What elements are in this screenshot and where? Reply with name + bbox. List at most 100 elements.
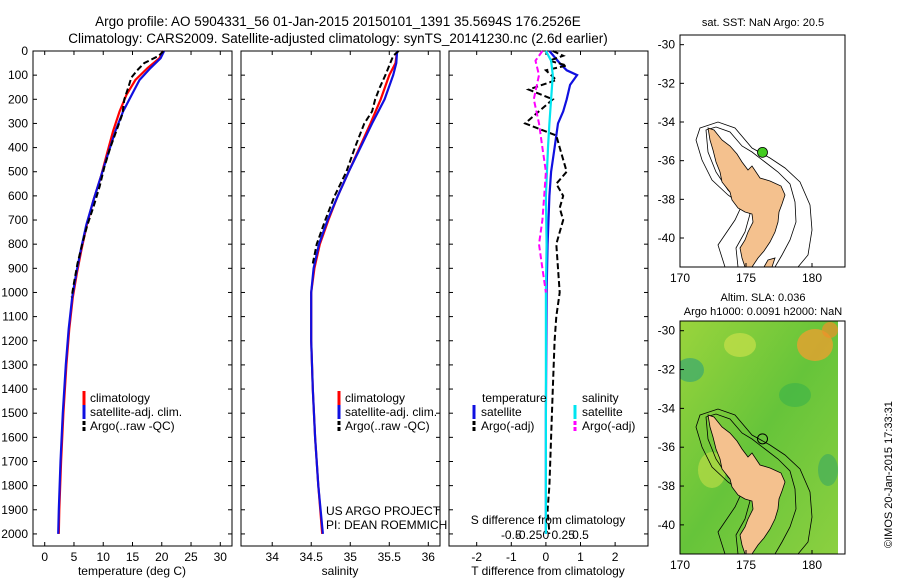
sla-map-ticks: 170 175 180 -30 -32 -34 -36 -38 -40 — [658, 324, 823, 572]
s-diff-tick-label: -0.25 — [515, 528, 543, 542]
s-diff-tick-label: 0 — [543, 528, 550, 542]
north-island-land — [707, 127, 786, 267]
x-tick-label: 2 — [612, 550, 619, 564]
figure-title-line2: Climatology: CARS2009. Satellite-adjuste… — [68, 31, 608, 46]
salinity-x-ticks: 34 34.5 35 35.5 36 — [266, 51, 436, 564]
sla-map-title-line1: Altim. SLA: 0.036 — [721, 292, 806, 304]
sla-map-frame — [679, 320, 846, 555]
legend-label-satellite-adj: satellite-adj. clim. — [90, 405, 182, 419]
difference-plot-frame — [448, 50, 649, 547]
x-tick-label: 0 — [41, 550, 48, 564]
salinity-legend: climatology satellite-adj. clim. Argo(..… — [337, 391, 437, 433]
legend-label-climatology: climatology — [90, 391, 150, 405]
depth-tick-label: 1200 — [1, 334, 28, 348]
legend-label-t-argo: Argo(-adj) — [481, 419, 534, 433]
map-x-tick-label: 170 — [670, 558, 690, 572]
temperature-xlabel: temperature (deg C) — [78, 564, 186, 578]
x-tick-label: 30 — [214, 550, 228, 564]
kermadec-islands — [858, 53, 861, 71]
bathymetry-2000m-contour — [695, 408, 813, 554]
depth-tick-label: 0 — [21, 44, 28, 58]
sla-high-anomaly — [797, 329, 833, 361]
difference-series — [523, 50, 579, 534]
series-line-s-argo-adj- — [532, 50, 547, 293]
copyright-stamp: ©IMOS 20-Jan-2015 17:33:31 — [883, 401, 895, 548]
depth-tick-label: 600 — [8, 189, 28, 203]
sla-low-anomaly — [818, 454, 838, 486]
x-tick-label: 15 — [126, 550, 140, 564]
salinity-plot-frame — [240, 50, 441, 547]
map-y-tick-label: -40 — [658, 231, 676, 245]
project-credit-line1: US ARGO PROJECT — [326, 504, 441, 518]
x-tick-label: 36 — [422, 550, 436, 564]
depth-tick-label: 100 — [8, 68, 28, 82]
temperature-legend: climatology satellite-adj. clim. Argo(..… — [82, 391, 182, 433]
argo-position-marker — [757, 146, 768, 158]
depth-tick-label: 800 — [8, 237, 28, 251]
map-x-tick-label: 180 — [802, 558, 822, 572]
depth-tick-label: 500 — [8, 165, 28, 179]
x-tick-label: 5 — [71, 550, 78, 564]
map-y-tick-label: -34 — [658, 115, 676, 129]
figure-title-line1: Argo profile: AO 5904331_56 01-Jan-2015 … — [95, 14, 581, 29]
map-y-tick-label: -40 — [658, 518, 676, 532]
depth-tick-label: 700 — [8, 213, 28, 227]
depth-tick-label: 1900 — [1, 503, 28, 517]
s-diff-tick-label: 0.5 — [572, 528, 589, 542]
depth-axis: 0 100 200 300 400 500 600 700 800 900 1000 1100 1200… — [1, 44, 648, 541]
series-line-t-argo-adj- — [523, 50, 568, 534]
kermadec-islands — [858, 339, 861, 357]
project-credit-line2: PI: DEAN ROEMMICH — [326, 518, 447, 532]
series-line-s-satellite — [544, 50, 554, 534]
bathymetry-2000m-contour — [695, 121, 813, 267]
salinity-panel: 34 34.5 35 35.5 36 salinity climatology sate… — [240, 50, 447, 578]
sla-high-anomaly — [822, 322, 838, 338]
x-tick-label: 34 — [266, 550, 280, 564]
argo-position-marker — [757, 433, 768, 445]
sla-low-anomaly — [779, 383, 811, 407]
depth-tick-label: 1500 — [1, 406, 28, 420]
sst-map-frame — [679, 34, 846, 268]
legend-label-t-satellite: satellite — [481, 405, 522, 419]
salinity-series — [310, 50, 400, 535]
temperature-difference-xlabel: T difference from climatology — [471, 564, 625, 578]
temperature-panel: 0100200300400500600700800900100011001200… — [1, 44, 648, 578]
map-y-tick-label: -32 — [658, 363, 676, 377]
sla-anomaly-patch — [698, 452, 726, 488]
south-island-land — [763, 257, 776, 267]
depth-tick-label: 200 — [8, 92, 28, 106]
x-tick-label: -2 — [471, 550, 482, 564]
sla-low-anomaly — [680, 358, 704, 382]
difference-legend: temperature salinity satellite Argo(-adj… — [472, 391, 635, 433]
map-y-tick-label: -36 — [658, 154, 676, 168]
legend-label-argo: Argo(..raw -QC) — [345, 419, 430, 433]
depth-tick-label: 300 — [8, 116, 28, 130]
depth-tick-label: 1400 — [1, 382, 28, 396]
legend-title-temperature: temperature — [482, 391, 547, 405]
north-island-land — [707, 414, 786, 554]
temperature-plot-frame — [32, 50, 233, 547]
map-x-tick-label: 175 — [736, 271, 756, 285]
sla-map: Altim. SLA: 0.036 Argo h1000: 0.0091 h20… — [658, 292, 861, 572]
map-y-tick-label: -38 — [658, 192, 676, 206]
depth-tick-label: 1600 — [1, 430, 28, 444]
sst-map-title: sat. SST: NaN Argo: 20.5 — [702, 17, 824, 29]
temperature-series — [57, 50, 166, 534]
legend-title-salinity: salinity — [582, 391, 619, 405]
legend-label-s-satellite: satellite — [582, 405, 623, 419]
salinity-xlabel: salinity — [322, 564, 359, 578]
depth-tick-label: 1300 — [1, 358, 28, 372]
x-tick-label: 35.5 — [378, 550, 402, 564]
series-line-argo-raw-qc- — [70, 50, 165, 298]
x-tick-label: 34.5 — [300, 550, 324, 564]
map-y-tick-label: -34 — [658, 401, 676, 415]
depth-tick-label: 1800 — [1, 479, 28, 493]
map-y-tick-label: -30 — [658, 38, 676, 52]
map-x-tick-label: 170 — [670, 271, 690, 285]
depth-tick-label: 900 — [8, 261, 28, 275]
map-y-tick-label: -30 — [658, 324, 676, 338]
s-diff-tick-label: 0.25 — [552, 528, 576, 542]
legend-label-climatology: climatology — [345, 391, 405, 405]
difference-panel: -2 -1 0 1 2 -0.5-0.25 0 0.250.5 S difference fr… — [448, 50, 649, 578]
